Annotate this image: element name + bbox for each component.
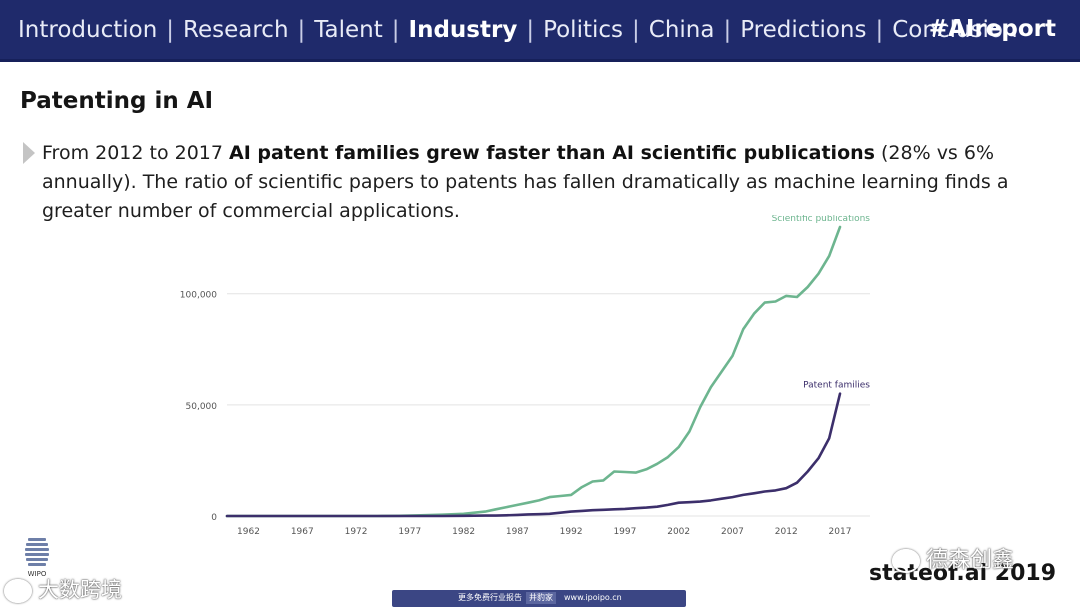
x-tick-label: 1977	[398, 527, 421, 537]
nav-separator: |	[166, 16, 175, 43]
y-tick-label: 100,000	[180, 291, 217, 301]
x-tick-label: 1972	[345, 527, 368, 537]
banner-text-left: 更多免费行业报告	[458, 593, 522, 602]
nav-separator: |	[723, 16, 732, 43]
x-tick-label: 1962	[237, 527, 260, 537]
wipo-logo-text: WIPO	[28, 570, 47, 578]
series-label: Patent families	[803, 381, 870, 391]
x-tick-label: 2007	[721, 527, 744, 537]
nav-item-introduction[interactable]: Introduction	[18, 16, 158, 43]
x-tick-label: 2017	[829, 527, 852, 537]
nav-separator: |	[526, 16, 535, 43]
y-tick-label: 50,000	[186, 402, 218, 412]
nav-item-talent[interactable]: Talent	[314, 16, 383, 43]
nav-separator: |	[632, 16, 640, 43]
patent-vs-publications-line-chart: 0 50,000 100,000 1962 1967 1972 1977 1982 1987 19…	[180, 215, 871, 537]
y-tick-label: 0	[211, 513, 217, 523]
bullet-arrow-icon	[23, 142, 35, 164]
body-text-suffix: (28% vs 6% annually). The ratio of scien…	[42, 142, 1009, 222]
wipo-logo: WIPO	[25, 538, 49, 578]
nav-item-research[interactable]: Research	[183, 16, 289, 43]
nav-item-conclusion[interactable]: Conclusion	[892, 16, 1018, 43]
x-tick-label: 1992	[560, 527, 583, 537]
nav-separator: |	[297, 16, 306, 43]
x-tick-label: 2002	[667, 527, 690, 537]
report-hashtag: #AIreport	[928, 16, 1056, 42]
x-tick-label: 1967	[291, 527, 314, 537]
body-text-highlight: AI patent families grew faster than AI s…	[229, 142, 875, 164]
nav-separator: |	[391, 16, 400, 43]
watermark-left: 大数跨境	[4, 574, 122, 604]
bottom-banner: 更多免费行业报告 井豹家 www.ipoipo.cn	[392, 590, 686, 607]
patent-families-line	[225, 392, 842, 518]
x-tick-label: 1997	[613, 527, 636, 537]
wechat-icon	[892, 549, 920, 573]
x-tick-label: 1987	[506, 527, 529, 537]
nav-item-predictions[interactable]: Predictions	[740, 16, 867, 43]
watermark-left-text: 大数跨境	[38, 578, 122, 602]
nav-item-politics[interactable]: Politics	[543, 16, 624, 43]
section-nav: Introduction | Research | Talent | Industry | Po…	[18, 17, 1018, 43]
top-navigation-bar: Introduction | Research | Talent | Industry | Po…	[0, 0, 1080, 62]
x-tick-label: 1982	[452, 527, 475, 537]
body-text-prefix: From 2012 to 2017	[42, 142, 230, 164]
series-label: Scientific publications	[772, 215, 871, 224]
nav-item-industry[interactable]: Industry	[408, 16, 518, 43]
slide-body-text: From 2012 to 2017 AI patent families gre…	[42, 139, 1052, 226]
scientific-publications-line	[225, 225, 842, 518]
watermark-right: 德森创鑫	[892, 542, 1014, 574]
banner-link[interactable]: www.ipoipo.cn	[564, 593, 622, 602]
x-tick-label: 2012	[775, 527, 798, 537]
watermark-right-text: 德森创鑫	[926, 548, 1015, 573]
nav-separator: |	[875, 16, 884, 43]
watermark-logo-icon	[4, 579, 32, 603]
slide-title: Patenting in AI	[20, 88, 214, 114]
nav-item-china[interactable]: China	[648, 16, 715, 43]
banner-text-mid: 井豹家	[526, 592, 556, 604]
